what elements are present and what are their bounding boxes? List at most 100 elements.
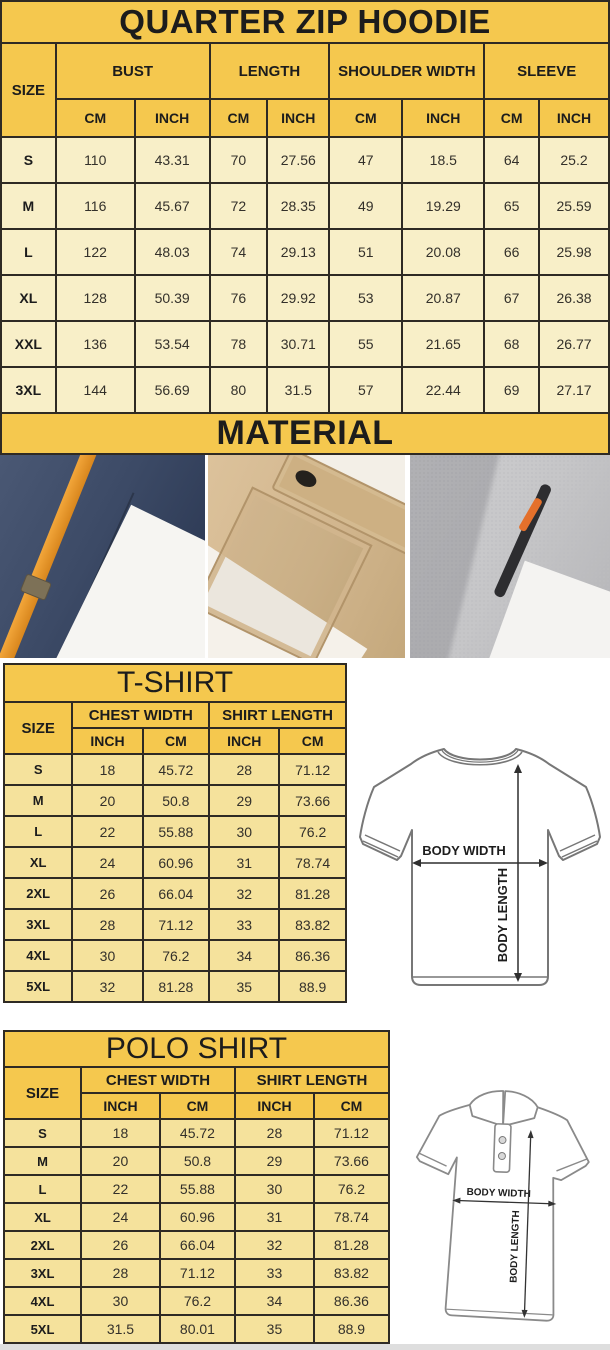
measurement-cell: 30 [80,1286,161,1316]
measurement-cell: 26.38 [538,274,610,322]
measurement-cell: 76.2 [158,1286,236,1316]
body-width-measure-line [457,1199,552,1205]
table-unit-header-row: INCH CM INCH CM [4,727,347,755]
measurement-cell: 66 [483,228,541,276]
arrowhead-left [412,859,421,867]
table-row: 2XL 26 66.04 32 81.28 [3,1230,391,1260]
measurement-cell: 55.88 [141,815,211,848]
measurement-cell: 31 [208,846,281,879]
size-cell: 3XL [2,908,74,941]
measurement-cell: 29 [208,784,281,817]
tshirt-size-chart: T-SHIRT SIZE CHEST WIDTH SHIRT LENGTH IN… [2,663,347,1003]
measurement-cell: 28 [71,908,144,941]
left-cuff-line [418,1152,447,1167]
measurement-cell: 76 [208,274,269,322]
measurement-cell: 73.66 [312,1146,391,1176]
measurement-cell: 71.12 [158,1258,236,1288]
measurement-cell: 28 [208,753,281,786]
size-cell: XL [0,274,57,322]
measurement-cell: 28 [233,1118,315,1148]
size-cell: 5XL [2,970,74,1003]
table-group-header-row: SIZE CHEST WIDTH SHIRT LENGTH [2,701,347,755]
measurement-cell: 81.28 [141,970,211,1003]
measurement-cell: 18 [71,753,144,786]
table-row: L 22 55.88 30 76.2 [2,815,347,848]
table-unit-header-row: CM INCH CM INCH CM INCH CM INCH [1,98,610,138]
arrowhead-bottom [514,973,522,982]
polo-measurement-diagram: BODY WIDTH BODY LENGTH [415,1090,590,1322]
size-column-header: SIZE [0,42,57,138]
measurement-cell: 50.39 [133,274,211,322]
collar-right-flap [502,1090,539,1127]
measurement-cell: 32 [233,1230,315,1260]
table-row: 4XL 30 76.2 34 86.36 [3,1286,391,1316]
size-cell: 5XL [3,1314,82,1344]
unit-header-inch: INCH [266,98,331,138]
measurement-cell: 60.96 [158,1202,236,1232]
measurement-cell: 33 [233,1258,315,1288]
collar-rib-line [437,751,523,766]
measurement-cell: 65 [483,182,541,230]
measurement-cell: 86.36 [312,1286,391,1316]
photo-khaki-snap-pocket [208,455,405,658]
measurement-cell: 55.88 [158,1174,236,1204]
measurement-cell: 78.74 [278,846,347,879]
table-title-row: T-SHIRT [3,663,347,703]
measurement-cell: 88.9 [312,1314,391,1344]
unit-header-inch: INCH [208,727,281,755]
arrowhead-left [452,1197,461,1204]
measurement-cell: 76.2 [278,815,347,848]
measurement-cell: 30.71 [266,320,331,368]
shoulder-width-column-header: SHOULDER WIDTH [328,42,486,100]
material-title: MATERIAL [216,414,394,452]
size-cell: XL [2,846,74,879]
unit-header-cm: CM [141,727,211,755]
measurement-cell: 24 [80,1202,161,1232]
measurement-cell: 128 [54,274,136,322]
measurement-cell: 30 [71,939,144,972]
measurement-cell: 116 [54,182,136,230]
table-row: 5XL 31.5 80.01 35 88.9 [3,1314,391,1344]
table-row: XXL 136 53.54 78 30.71 55 21.65 68 26.77 [0,320,610,368]
table-row: L 122 48.03 74 29.13 51 20.08 66 25.98 [0,228,610,276]
measurement-cell: 25.98 [538,228,610,276]
sleeve-column-header: SLEEVE [483,42,610,100]
measurement-cell: 43.31 [133,136,211,184]
material-banner: MATERIAL [0,412,610,455]
measurement-cell: 56.69 [133,366,211,414]
table-row: S 110 43.31 70 27.56 47 18.5 64 25.2 [0,136,610,184]
size-cell: 2XL [3,1230,82,1260]
table-row: S 18 45.72 28 71.12 [3,1118,391,1148]
unit-header-cm: CM [328,98,404,138]
table-row: XL 128 50.39 76 29.92 53 20.87 67 26.38 [0,274,610,322]
chest-width-column-header: CHEST WIDTH [71,701,211,729]
measurement-cell: 31 [233,1202,315,1232]
hoodie-size-chart: QUARTER ZIP HOODIE SIZE BUST LENGTH SHOU… [0,0,610,414]
length-column-header: LENGTH [208,42,331,100]
measurement-cell: 71.12 [312,1118,391,1148]
measurement-cell: 32 [208,877,281,910]
measurement-cell: 21.65 [401,320,486,368]
table-row: 3XL 28 71.12 33 83.82 [2,908,347,941]
measurement-cell: 20 [71,784,144,817]
measurement-cell: 18 [80,1118,161,1148]
measurement-cell: 26 [80,1230,161,1260]
measurement-cell: 110 [54,136,136,184]
measurement-cell: 26 [71,877,144,910]
unit-header-cm: CM [483,98,541,138]
measurement-cell: 35 [208,970,281,1003]
measurement-cell: 70 [208,136,269,184]
collar-rib-line [441,750,519,763]
table-row: L 22 55.88 30 76.2 [3,1174,391,1204]
table-row: M 20 50.8 29 73.66 [2,784,347,817]
left-cuff-line [362,834,401,858]
measurement-cell: 45.67 [133,182,211,230]
table-row: M 20 50.8 29 73.66 [3,1146,391,1176]
right-cuff-line [559,834,598,858]
measurement-cell: 55 [328,320,404,368]
size-cell: M [0,182,57,230]
measurement-cell: 27.56 [266,136,331,184]
photo-divider [405,455,410,658]
hoodie-size-table: QUARTER ZIP HOODIE SIZE BUST LENGTH SHOU… [0,0,610,414]
measurement-cell: 20 [80,1146,161,1176]
